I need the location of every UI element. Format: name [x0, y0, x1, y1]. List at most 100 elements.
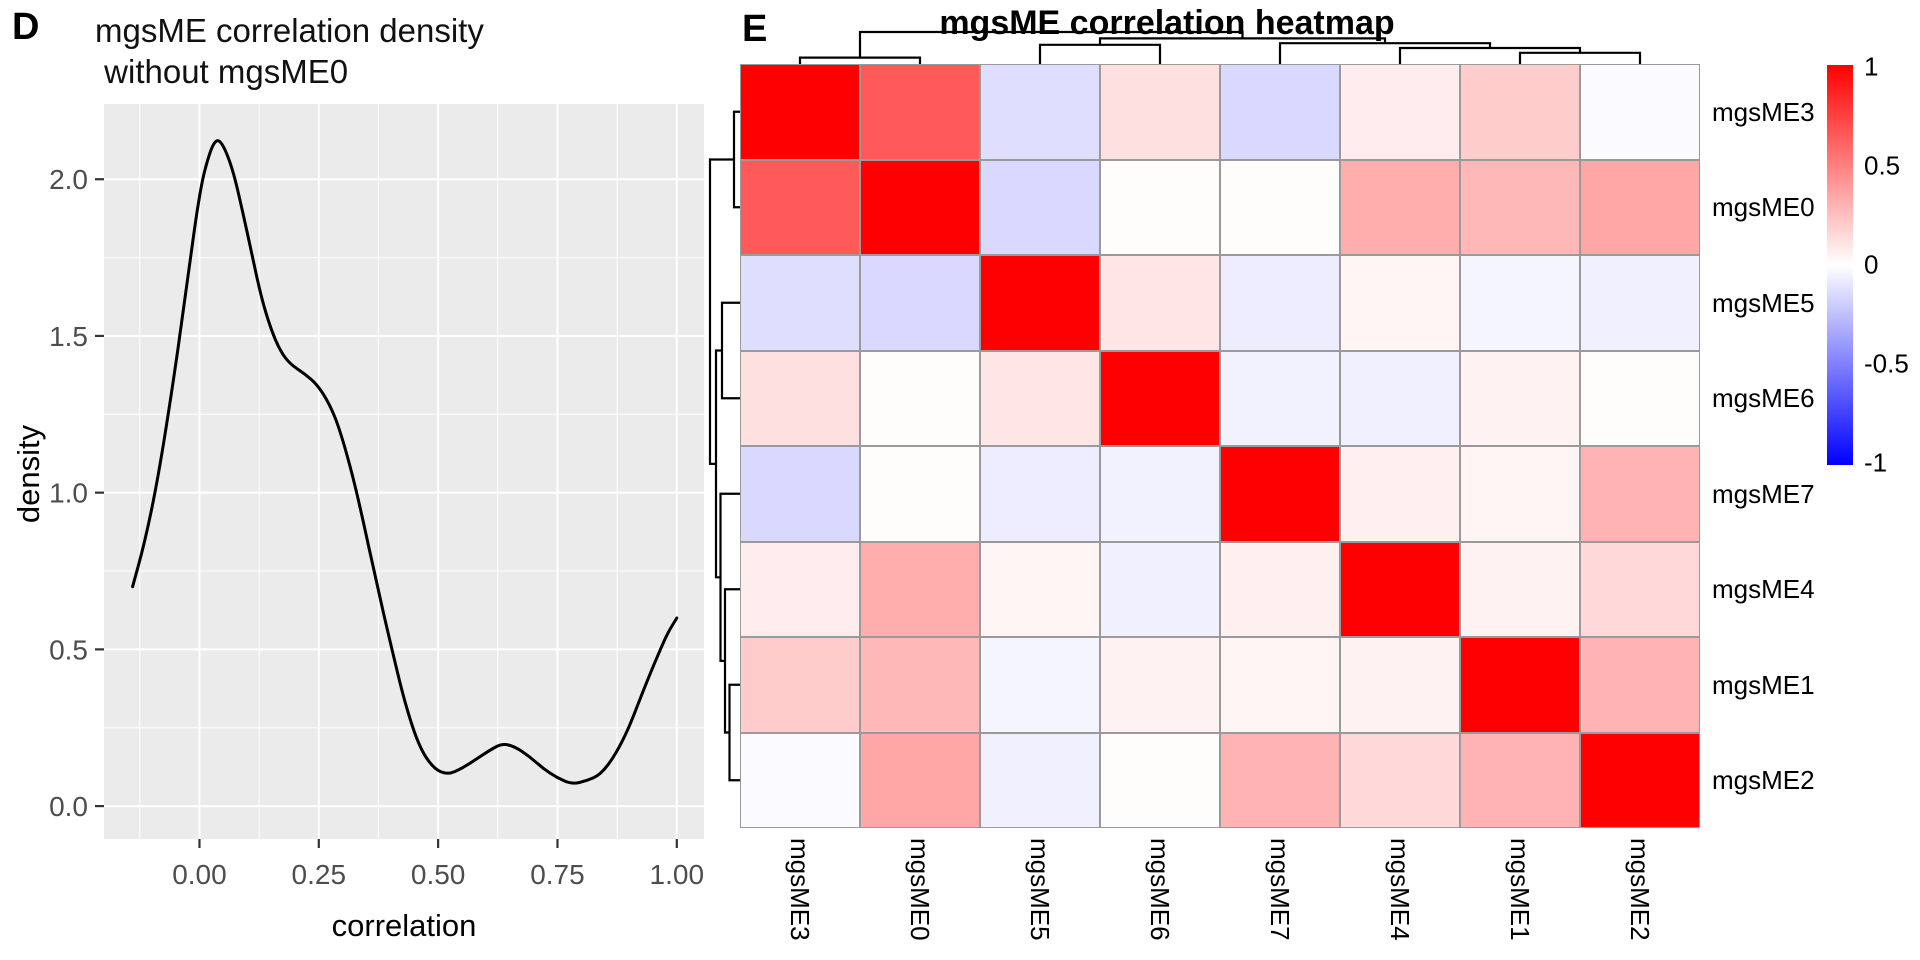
y-axis-title: density [11, 424, 46, 524]
heatmap-cell [1220, 64, 1340, 160]
heatmap-cell [1460, 159, 1580, 255]
heatmap-cell [1340, 255, 1460, 351]
heatmap-cell [1580, 64, 1700, 160]
column-dendrogram-link [1518, 51, 1642, 64]
x-axis-tick-label: 0.75 [530, 859, 585, 890]
heatmap-cell [1580, 255, 1700, 351]
heatmap-row-label: mgsME2 [1712, 765, 1815, 796]
heatmap-cell [1460, 637, 1580, 733]
heatmap-cell [980, 350, 1100, 446]
heatmap-cell [860, 446, 980, 542]
heatmap-cell [860, 159, 980, 255]
heatmap-col-label: mgsME6 [1145, 838, 1175, 941]
heatmap-row-label: mgsME5 [1712, 287, 1815, 318]
colorbar-tick-label: 0 [1864, 249, 1879, 280]
heatmap-cell [740, 255, 860, 351]
heatmap-cell [980, 64, 1100, 160]
x-axis-tick-label: 0.25 [292, 859, 347, 890]
heatmap-grid [740, 64, 1700, 828]
heatmap-cell [980, 159, 1100, 255]
heatmap-cell [1220, 732, 1340, 828]
heatmap-cell [1100, 732, 1220, 828]
colorbar-tick-label: -0.5 [1864, 348, 1909, 379]
heatmap-cell [980, 255, 1100, 351]
density-plot: 0.00 0.25 0.50 0.75 1.00 0.0 0.5 1.0 1.5 2.0 [49, 104, 705, 890]
density-curve [131, 139, 679, 785]
heatmap-cell [740, 637, 860, 733]
heatmap-cell [1460, 541, 1580, 637]
heatmap-row-label: mgsME7 [1712, 478, 1815, 509]
heatmap-col-label: mgsME0 [905, 838, 935, 941]
heatmap-cell [1340, 350, 1460, 446]
colorbar-tick-label: 0.5 [1864, 150, 1901, 181]
heatmap-row-label: mgsME6 [1712, 383, 1815, 414]
x-axis-tick-label: 1.00 [650, 859, 705, 890]
heatmap-cell [740, 64, 860, 160]
heatmap-cell [1460, 732, 1580, 828]
heatmap-cell [1220, 350, 1340, 446]
heatmap-title: mgsME correlation heatmap [939, 4, 1395, 42]
heatmap-cell [1580, 350, 1700, 446]
heatmap-cell [740, 446, 860, 542]
heatmap-col-label: mgsME2 [1625, 838, 1655, 941]
heatmap-row-label: mgsME0 [1712, 192, 1815, 223]
heatmap-cell [860, 541, 980, 637]
heatmap-cell [1100, 350, 1220, 446]
heatmap-cell [1340, 64, 1460, 160]
y-axis-tick-label: 1.0 [49, 478, 88, 509]
heatmap-cell [1460, 255, 1580, 351]
density-title-line2: without mgsME0 [95, 53, 349, 90]
heatmap-cell [740, 159, 860, 255]
heatmap-col-label: mgsME4 [1385, 838, 1415, 941]
heatmap-cell [1100, 446, 1220, 542]
heatmap-cell [1100, 159, 1220, 255]
heatmap-cell [740, 732, 860, 828]
heatmap-cell [1580, 446, 1700, 542]
y-axis-tick-label: 0.0 [49, 791, 88, 822]
colorbar-tick-label: -1 [1864, 447, 1888, 478]
heatmap-cell [1460, 64, 1580, 160]
density-title: mgsME correlation density without mgsME0 [95, 10, 484, 92]
heatmap-row-label: mgsME4 [1712, 574, 1815, 605]
x-axis-tick-label: 0.50 [411, 859, 466, 890]
heatmap-cell [1100, 255, 1220, 351]
heatmap-col-label: mgsME7 [1265, 838, 1295, 941]
x-axis-tick-label: 0.00 [172, 859, 227, 890]
y-axis-tick-label: 0.5 [49, 634, 88, 665]
heatmap-cell [1340, 637, 1460, 733]
heatmap-cell [980, 541, 1100, 637]
heatmap-cell [980, 637, 1100, 733]
heatmap-cell [1340, 732, 1460, 828]
heatmap-cell [1460, 446, 1580, 542]
heatmap-col-label: mgsME1 [1505, 838, 1535, 941]
heatmap-cell [1580, 732, 1700, 828]
heatmap-row-label: mgsME1 [1712, 669, 1815, 700]
heatmap-cell [860, 637, 980, 733]
heatmap-cell [1220, 446, 1340, 542]
heatmap-cell [860, 732, 980, 828]
heatmap-cell [1580, 637, 1700, 733]
heatmap-cell [1340, 159, 1460, 255]
panel-d-label: D [12, 6, 40, 48]
heatmap-cell [860, 255, 980, 351]
heatmap-cell [1100, 637, 1220, 733]
heatmap-cell [1220, 159, 1340, 255]
heatmap-row-label: mgsME3 [1712, 96, 1815, 127]
y-axis-tick-label: 2.0 [49, 164, 88, 195]
column-dendrogram-link [1278, 42, 1492, 64]
colorbar-tick-label: 1 [1864, 51, 1879, 82]
column-dendrogram-link [1038, 43, 1162, 64]
y-axis-tick-label: 1.5 [49, 321, 88, 352]
heatmap-cell [1580, 541, 1700, 637]
heatmap-cell [740, 350, 860, 446]
heatmap-cell [980, 732, 1100, 828]
heatmap-cell [1340, 446, 1460, 542]
heatmap-cell [980, 446, 1100, 542]
colorbar [1827, 65, 1853, 465]
heatmap-cell [740, 541, 860, 637]
heatmap-col-label: mgsME3 [785, 838, 815, 941]
heatmap-cell [1100, 64, 1220, 160]
heatmap-col-label: mgsME5 [1025, 838, 1055, 941]
heatmap-cell [1220, 255, 1340, 351]
heatmap-cell [1340, 541, 1460, 637]
